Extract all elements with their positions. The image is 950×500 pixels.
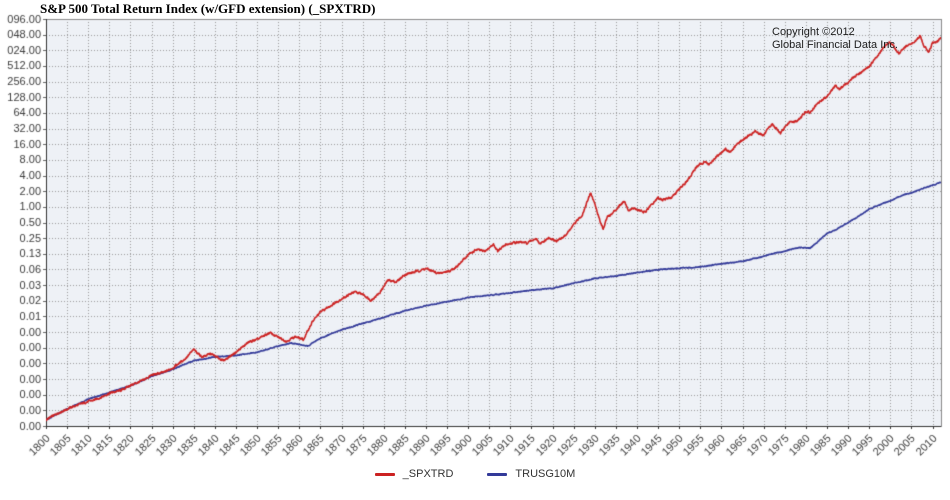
series-line-swatch-red [374, 472, 395, 476]
copyright-annotation: Copyright ©2012 Global Financial Data In… [772, 26, 898, 52]
legend-item-spxtrd: _SPXTRD [374, 468, 454, 480]
copyright-line-1: Copyright ©2012 [772, 26, 855, 38]
chart-title: S&P 500 Total Return Index (w/GFD extens… [40, 1, 376, 16]
legend-item-trusg10m: TRUSG10M [487, 468, 575, 480]
legend-label-trusg10m: TRUSG10M [515, 468, 576, 480]
legend-label-spxtrd: _SPXTRD [402, 468, 454, 480]
series-line-swatch-blue [487, 472, 508, 476]
plot-area [0, 0, 950, 464]
copyright-line-2: Global Financial Data Inc. [772, 39, 898, 51]
legend: _SPXTRD TRUSG10M [0, 468, 950, 480]
